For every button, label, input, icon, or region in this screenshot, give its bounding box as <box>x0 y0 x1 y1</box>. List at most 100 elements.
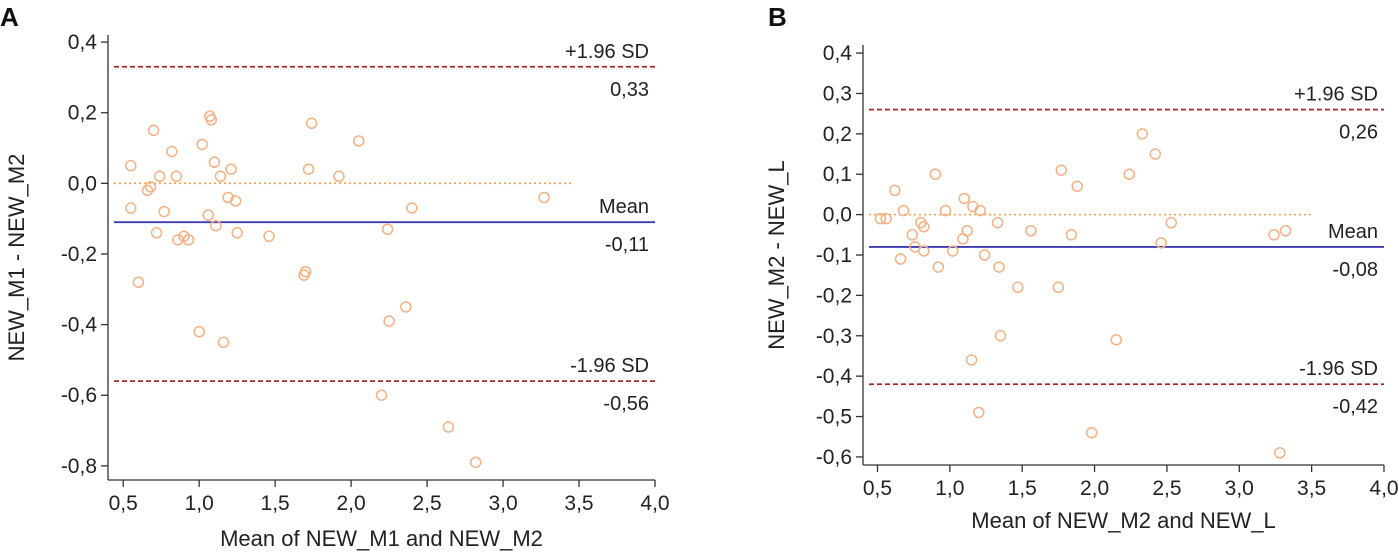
lower-line-label: -1.96 SD <box>1299 358 1378 380</box>
data-point <box>1085 426 1098 439</box>
data-point <box>196 138 208 151</box>
data-point <box>1012 281 1024 294</box>
mean-line-label: Mean <box>1328 221 1378 243</box>
y-tick-label: 0,4 <box>68 31 98 54</box>
y-tick-label: 0,2 <box>68 102 97 125</box>
upper-line-label: +1.96 SD <box>565 41 649 63</box>
y-tick-label: -0,6 <box>61 384 97 407</box>
x-axis-title: Mean of NEW_M2 and NEW_L <box>971 508 1275 533</box>
data-point <box>880 212 892 225</box>
lower-line-value: -0,56 <box>603 393 649 415</box>
data-point <box>538 191 550 204</box>
panel-label: B <box>768 2 787 32</box>
y-tick-label: 0,1 <box>823 163 852 186</box>
data-point <box>217 336 230 349</box>
data-point <box>381 223 394 235</box>
upper-line-label: +1.96 SD <box>1294 84 1378 106</box>
x-tick-label: 2,0 <box>1080 477 1109 500</box>
data-point <box>1055 164 1068 176</box>
data-point <box>144 181 157 193</box>
data-point <box>1149 148 1162 160</box>
upper-line-value: 0,33 <box>610 79 649 101</box>
data-point <box>958 192 971 205</box>
y-tick-label: -0,4 <box>61 314 98 337</box>
data-point <box>132 276 145 288</box>
x-tick-label: 1,0 <box>185 492 214 515</box>
x-tick-label: 3,5 <box>564 492 593 515</box>
data-point <box>939 204 952 217</box>
data-point <box>1274 447 1286 459</box>
data-point <box>147 124 160 137</box>
y-tick-label: 0,0 <box>68 172 97 195</box>
data-point <box>193 325 205 338</box>
data-point <box>932 261 945 273</box>
data-point <box>202 209 215 221</box>
data-point <box>125 202 137 214</box>
data-point <box>229 195 242 207</box>
data-point <box>1052 281 1065 294</box>
data-point <box>1071 180 1083 193</box>
data-point <box>231 227 243 239</box>
x-tick-label: 1,0 <box>935 477 964 500</box>
x-axis-title: Mean of NEW_M1 and NEW_M2 <box>220 526 543 551</box>
x-tick-label: 3,5 <box>1297 477 1326 500</box>
data-point <box>1155 237 1167 249</box>
y-tick-label: -0,4 <box>816 365 853 388</box>
data-point <box>210 219 222 232</box>
data-point <box>918 245 930 257</box>
data-point <box>1065 229 1078 241</box>
panel-label: A <box>0 2 19 32</box>
data-point <box>141 184 154 197</box>
data-point <box>897 204 910 217</box>
data-point <box>1136 128 1149 140</box>
data-point <box>225 163 237 175</box>
data-point <box>978 249 991 261</box>
mean-line-value: -0,08 <box>1332 259 1378 281</box>
data-point <box>305 117 318 130</box>
data-point <box>961 225 973 237</box>
data-point <box>352 135 365 147</box>
x-tick-label: 4,0 <box>1369 477 1398 500</box>
data-point <box>993 261 1005 273</box>
data-point <box>994 330 1007 342</box>
data-point <box>1268 229 1280 241</box>
y-tick-label: -0,6 <box>816 446 852 469</box>
upper-line-value: 0,26 <box>1339 122 1378 144</box>
y-tick-label: -0,5 <box>816 406 852 429</box>
data-point <box>208 156 221 168</box>
y-tick-label: 0,2 <box>823 123 852 146</box>
y-axis-title: NEW_M1 - NEW_M2 <box>4 154 29 362</box>
y-tick-label: 0,3 <box>823 82 852 105</box>
data-point <box>1025 225 1037 237</box>
data-point <box>158 205 170 218</box>
x-tick-label: 2,5 <box>1152 477 1181 500</box>
x-tick-label: 2,5 <box>412 492 441 515</box>
data-point <box>205 114 218 126</box>
y-tick-label: -0,2 <box>816 284 852 307</box>
data-point <box>263 230 275 243</box>
x-tick-label: 0,5 <box>863 477 892 500</box>
panel-a: A 0,4 0,2 0,0 -0,2 -0,4 -0,6 -0,8 0,5 1,0 1,5 2,0 2,… <box>0 2 670 551</box>
data-point <box>153 170 166 183</box>
y-axis-title: NEW_M2 - NEW_L <box>764 160 789 349</box>
data-point <box>469 456 482 469</box>
data-point <box>383 315 395 327</box>
data-point <box>894 253 907 265</box>
data-point <box>974 204 986 217</box>
data-point <box>965 354 978 366</box>
data-point <box>918 220 930 233</box>
data-point <box>125 159 137 172</box>
data-point <box>182 234 195 246</box>
x-tick-label: 1,5 <box>1008 477 1037 500</box>
y-tick-label: -0,1 <box>816 244 852 267</box>
x-tick-label: 4,0 <box>640 492 669 515</box>
lower-line-value: -0,42 <box>1332 396 1378 418</box>
data-point <box>1279 225 1292 237</box>
x-tick-label: 3,0 <box>488 492 517 515</box>
y-tick-label: 0,0 <box>823 204 852 227</box>
data-point <box>166 145 178 158</box>
data-point <box>375 389 388 401</box>
data-point <box>333 170 345 183</box>
mean-line-value: -0,11 <box>605 234 649 256</box>
x-tick-label: 0,5 <box>109 492 138 515</box>
